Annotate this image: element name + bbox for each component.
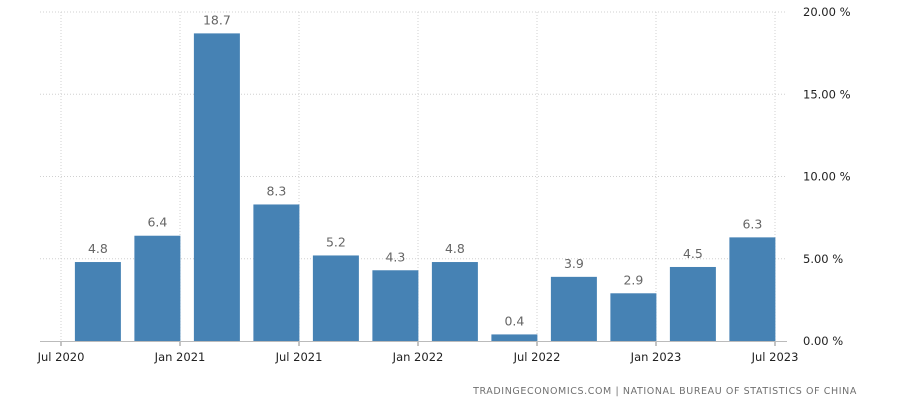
bar: [491, 334, 538, 341]
bar: [312, 255, 359, 341]
bar: [193, 33, 240, 341]
x-tick-label: Jan 2022: [392, 350, 444, 364]
x-tick-label: Jul 2021: [275, 350, 323, 364]
bar-value-label: 18.7: [203, 12, 231, 27]
y-axis: 0.00 % 5.00 % 10.00 % 15.00 % 20.00 %: [803, 5, 851, 348]
y-tick-label: 15.00 %: [803, 87, 851, 101]
y-tick-label: 0.00 %: [803, 334, 843, 348]
source-credit: TRADINGECONOMICS.COM | NATIONAL BUREAU O…: [473, 386, 857, 397]
bar: [669, 266, 716, 341]
x-tick-label: Jul 2022: [513, 350, 561, 364]
bar-value-label: 4.3: [385, 249, 405, 264]
bar: [729, 237, 776, 341]
bar: [372, 270, 419, 341]
bar-value-label: 2.9: [623, 272, 643, 287]
bar-value-label: 4.5: [683, 246, 703, 261]
bar-value-label: 5.2: [326, 234, 346, 249]
y-tick-label: 20.00 %: [803, 5, 851, 19]
value-labels: 4.8 6.4 18.7 8.3 5.2 4.3 4.8 0.4 3.9 2.9 4.5 6.3: [88, 12, 762, 328]
bar: [134, 235, 181, 341]
bars: [74, 33, 776, 341]
x-axis: Jul 2020 Jan 2021 Jul 2021 Jan 2022 Jul 2022…: [37, 341, 799, 364]
bar-value-label: 6.3: [742, 216, 762, 231]
x-tick-label: Jul 2023: [751, 350, 799, 364]
bar-value-label: 0.4: [504, 313, 524, 328]
x-tick-label: Jan 2021: [154, 350, 206, 364]
bar-value-label: 6.4: [147, 215, 167, 230]
y-tick-label: 10.00 %: [803, 170, 851, 184]
y-tick-label: 5.00 %: [803, 252, 843, 266]
bar-value-label: 8.3: [266, 183, 286, 198]
bar: [610, 293, 657, 341]
bar-value-label: 3.9: [564, 256, 584, 271]
bar: [74, 262, 121, 341]
bar-value-label: 4.8: [88, 241, 108, 256]
bar-value-label: 4.8: [445, 241, 465, 256]
x-tick-label: Jan 2023: [630, 350, 682, 364]
bar: [431, 262, 478, 341]
bar: [253, 204, 300, 341]
bar: [550, 276, 597, 341]
gridlines: [40, 11, 787, 341]
x-tick-label: Jul 2020: [37, 350, 85, 364]
